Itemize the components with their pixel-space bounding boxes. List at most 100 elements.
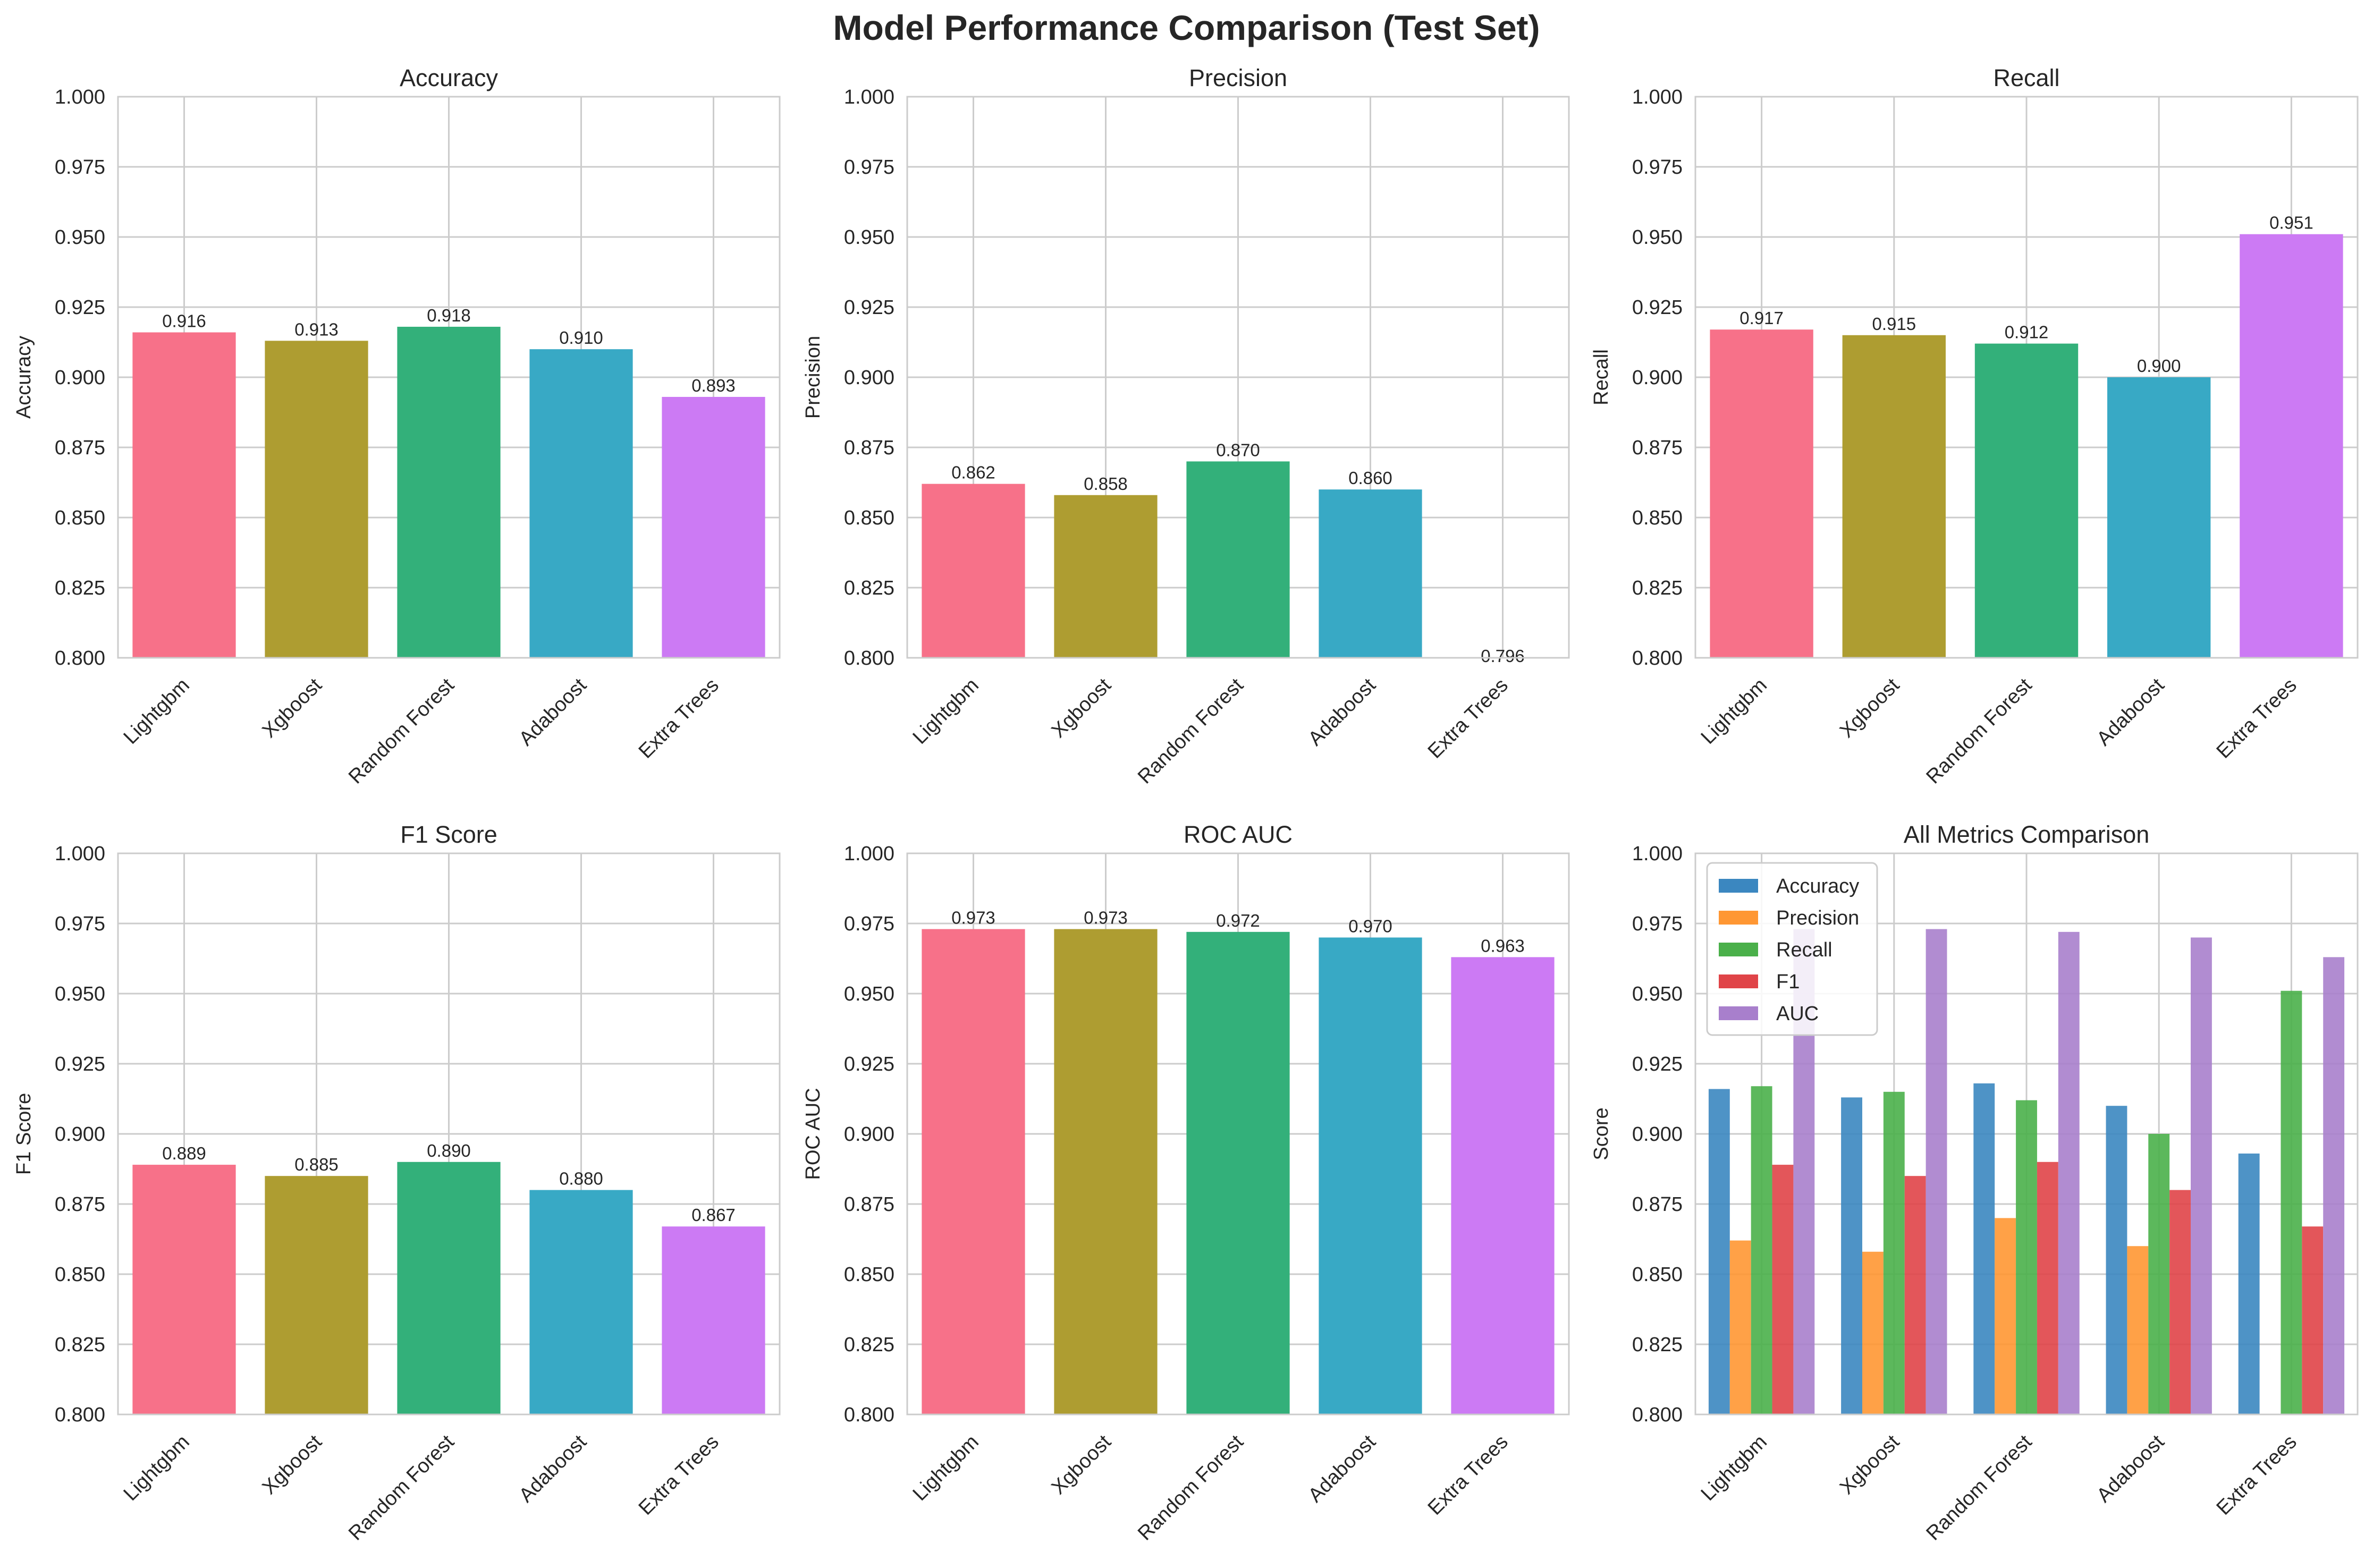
value-label-adaboost: 0.860 [1348, 468, 1392, 488]
bar-adaboost [529, 1190, 633, 1414]
legend-swatch-recall [1719, 943, 1758, 956]
panel-title: Precision [1189, 64, 1287, 91]
x-tick-label: Random Forest [1134, 674, 1248, 788]
y-tick-label: 0.850 [55, 1264, 105, 1286]
y-axis-label: Score [1590, 1107, 1612, 1160]
bar-lightgbm [922, 484, 1025, 658]
x-tick-label: Lightgbm [1697, 674, 1771, 749]
value-label-extra-trees: 0.796 [1481, 646, 1525, 666]
bar-random-forest [397, 326, 501, 658]
x-tick-label: Xgboost [258, 1430, 327, 1499]
x-tick-label: Lightgbm [909, 1431, 983, 1505]
y-tick-label: 0.975 [1632, 156, 1683, 179]
y-tick-label: 0.850 [844, 507, 894, 529]
legend-swatch-auc [1719, 1006, 1758, 1020]
y-tick-label: 1.000 [1632, 843, 1683, 865]
axes-frame [906, 852, 1570, 1416]
y-tick-label: 0.800 [1632, 647, 1683, 669]
x-tick-label: Adaboost [2092, 1430, 2169, 1507]
value-label-lightgbm: 0.917 [1739, 308, 1784, 328]
legend-label-accuracy: Accuracy [1776, 875, 1859, 897]
value-label-random-forest: 0.890 [427, 1141, 471, 1160]
y-tick-label: 0.825 [55, 1334, 105, 1356]
panel-f1-score: 0.800 0.825 0.850 0.875 0.900 0.925 0.950 0.975… [13, 821, 781, 1545]
x-tick-label: Xgboost [258, 674, 327, 742]
bar-random-forest [397, 1162, 501, 1414]
y-tick-label: 0.850 [55, 507, 105, 529]
y-tick-label: 0.950 [844, 983, 894, 1005]
y-tick-label: 0.975 [1632, 913, 1683, 935]
y-tick-label: 0.950 [1632, 983, 1683, 1005]
y-tick-label: 0.925 [55, 1053, 105, 1075]
y-tick-label: 0.900 [1632, 1123, 1683, 1146]
axes-frame [1694, 852, 2359, 1416]
bar-recall-adaboost [2148, 1134, 2170, 1414]
y-tick-label: 0.875 [55, 1193, 105, 1216]
value-label-random-forest: 0.918 [427, 306, 471, 325]
value-label-extra-trees: 0.963 [1481, 936, 1525, 955]
bar-lightgbm [1710, 329, 1813, 658]
bar-precision-random-forest [1995, 1218, 2016, 1414]
x-tick-label: Xgboost [1836, 1430, 1904, 1499]
y-tick-label: 0.975 [55, 913, 105, 935]
x-tick-label: Extra Trees [1424, 1431, 1513, 1520]
bar-adaboost [1319, 937, 1422, 1414]
y-tick-label: 0.900 [55, 367, 105, 389]
bar-accuracy-random-forest [1973, 1083, 1995, 1414]
legend: Accuracy Precision Recall F1 AUC [1706, 862, 1878, 1036]
x-tick-label: Extra Trees [635, 1431, 723, 1520]
y-tick-label: 1.000 [55, 843, 105, 865]
axes-frame [117, 852, 781, 1416]
panel-precision: 0.800 0.825 0.850 0.875 0.900 0.925 0.950 0.975… [802, 64, 1570, 789]
bar-extra-trees [1451, 957, 1555, 1414]
y-tick-label: 0.875 [1632, 437, 1683, 459]
panel-recall: 0.800 0.825 0.850 0.875 0.900 0.925 0.950 0.975… [1590, 64, 2359, 789]
panel-accuracy: 0.800 0.825 0.850 0.875 0.900 0.925 0.950 0.975… [13, 64, 781, 789]
value-label-lightgbm: 0.973 [951, 908, 995, 928]
y-tick-label: 0.950 [55, 226, 105, 249]
x-tick-label: Xgboost [1836, 674, 1904, 742]
x-tick-label: Extra Trees [2212, 674, 2301, 763]
legend-label-precision: Precision [1776, 907, 1859, 929]
bar-adaboost [2107, 377, 2211, 658]
value-label-extra-trees: 0.893 [691, 376, 736, 395]
bar-random-forest [1974, 343, 2079, 658]
value-label-adaboost: 0.970 [1348, 916, 1392, 936]
x-tick-label: Random Forest [1922, 1430, 2036, 1545]
y-axis-label: F1 Score [13, 1093, 35, 1175]
bar-adaboost [1319, 489, 1422, 658]
bar-xgboost [1054, 929, 1158, 1414]
value-label-xgboost: 0.913 [294, 319, 339, 339]
x-tick-label: Adaboost [1304, 1430, 1381, 1507]
panel-roc-auc: 0.800 0.825 0.850 0.875 0.900 0.925 0.950 0.975… [802, 821, 1570, 1545]
y-tick-label: 0.850 [1632, 1264, 1683, 1286]
value-label-random-forest: 0.972 [1216, 911, 1260, 930]
panel-title: ROC AUC [1184, 821, 1293, 848]
bar-f1-adaboost [2169, 1190, 2191, 1414]
figure-title: Model Performance Comparison (Test Set) [833, 8, 1540, 47]
value-label-random-forest: 0.870 [1216, 440, 1260, 460]
value-label-lightgbm: 0.889 [162, 1143, 206, 1163]
y-tick-label: 0.875 [55, 437, 105, 459]
bar-extra-trees [662, 1226, 765, 1414]
x-tick-label: Lightgbm [909, 674, 983, 749]
y-tick-label: 0.900 [844, 367, 894, 389]
bar-extra-trees [2240, 234, 2343, 658]
y-tick-label: 0.900 [844, 1123, 894, 1146]
bar-accuracy-adaboost [2106, 1106, 2127, 1414]
bar-accuracy-xgboost [1841, 1097, 1862, 1414]
value-label-xgboost: 0.885 [294, 1155, 339, 1174]
y-tick-label: 0.925 [1632, 1053, 1683, 1075]
y-axis-label: Precision [802, 336, 824, 419]
bar-f1-lightgbm [1772, 1165, 1794, 1414]
bar-xgboost [1054, 495, 1158, 658]
y-tick-label: 0.925 [55, 296, 105, 319]
y-tick-label: 1.000 [1632, 86, 1683, 108]
axes-frame [117, 96, 781, 659]
x-tick-label: Lightgbm [120, 674, 194, 749]
bar-adaboost [529, 349, 633, 658]
y-tick-label: 0.825 [844, 1334, 894, 1356]
y-tick-label: 0.950 [844, 226, 894, 249]
x-tick-label: Xgboost [1048, 674, 1116, 742]
y-tick-label: 0.800 [55, 1404, 105, 1426]
